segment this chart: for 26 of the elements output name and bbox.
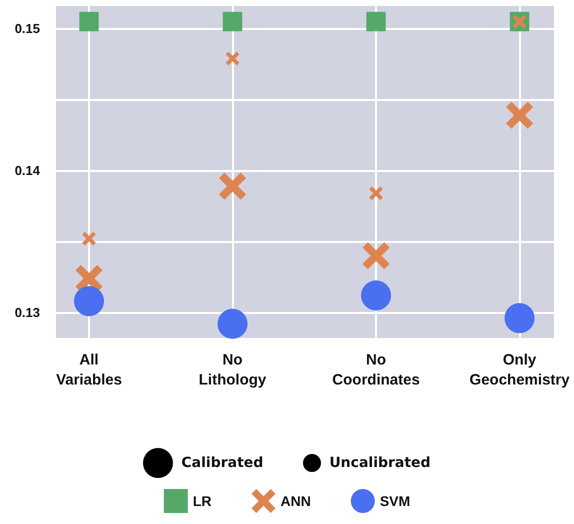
y-tick-label: 0.14 [14,163,41,178]
point [506,102,534,129]
point [218,308,248,339]
point [361,280,392,310]
x-tick-label: No Coordinates [332,352,420,388]
point [82,232,96,246]
point [75,264,103,292]
legend-label: SVM [380,493,410,509]
x-tick-label: No Lithology [198,352,267,388]
text: Calibrated [181,455,264,471]
legend-label: ANN [280,493,311,509]
text: Uncalibrated [329,455,431,471]
y-tick-label: 0.15 [14,21,40,36]
point [369,186,383,200]
point [222,12,242,32]
point [504,303,535,334]
legend-label: LR [192,493,212,509]
point [366,12,386,32]
point [79,12,99,32]
y-tick-label: 0.13 [14,304,40,320]
point [218,172,246,200]
point [74,286,104,316]
x-tick-label: All Variables [56,352,122,388]
point [362,242,390,270]
x-tick-label: Only Geochemistry [470,352,570,388]
point [226,52,240,66]
